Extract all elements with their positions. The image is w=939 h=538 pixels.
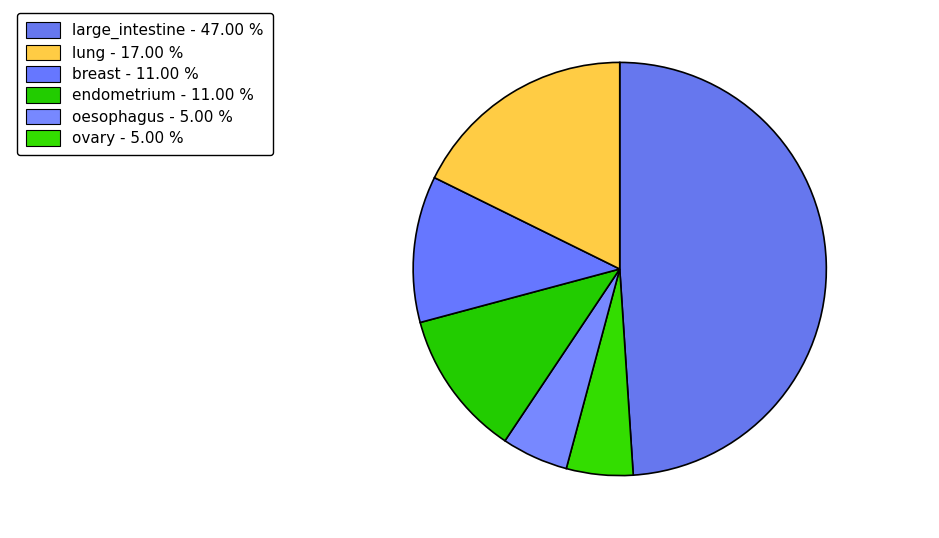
Wedge shape — [620, 62, 826, 475]
Wedge shape — [435, 62, 620, 269]
Wedge shape — [413, 178, 620, 322]
Legend: large_intestine - 47.00 %, lung - 17.00 %, breast - 11.00 %, endometrium - 11.00: large_intestine - 47.00 %, lung - 17.00 … — [17, 13, 272, 155]
Wedge shape — [505, 269, 620, 469]
Wedge shape — [420, 269, 620, 441]
Wedge shape — [566, 269, 633, 476]
